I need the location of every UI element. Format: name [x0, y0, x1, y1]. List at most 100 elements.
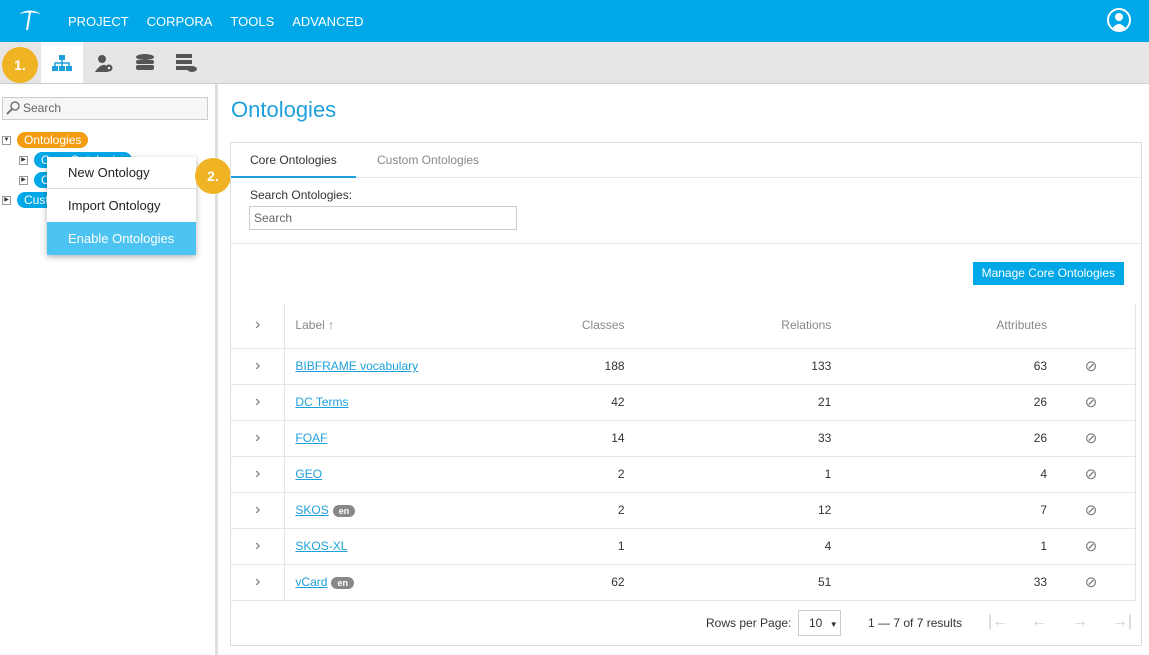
ontologies-card: Core Ontologies Custom Ontologies Search… [230, 142, 1142, 646]
nav-advanced[interactable]: ADVANCED [292, 13, 364, 29]
hierarchy-icon[interactable] [41, 42, 83, 83]
next-page-icon[interactable]: → [1072, 613, 1088, 630]
attributes-cell: 7 [831, 492, 1048, 529]
ontology-link[interactable]: SKOS-XL [295, 539, 348, 553]
menu-import-ontology[interactable]: Import Ontology [68, 198, 161, 213]
tree-expand-toggle[interactable]: ▶ [19, 176, 28, 185]
language-badge: en [331, 576, 354, 589]
ontology-link[interactable]: FOAF [295, 431, 328, 445]
tab-custom-ontologies[interactable]: Custom Ontologies [377, 153, 480, 167]
classes-cell: 188 [434, 348, 625, 385]
ontologies-table: › Label ↑ Classes Relations Attributes ›… [231, 303, 1135, 601]
toolbar: 1. [0, 42, 1149, 84]
rows-per-page-label: Rows per Page: [706, 616, 792, 630]
classes-cell: 2 [434, 492, 625, 529]
last-page-icon[interactable]: →| [1112, 613, 1133, 630]
tree-collapse-toggle[interactable]: ▼ [2, 136, 11, 145]
label-cell: GEO [284, 456, 435, 493]
menu-enable-ontologies[interactable]: Enable Ontologies [47, 222, 196, 255]
disable-icon[interactable]: ⊘ [1047, 492, 1135, 529]
server-cloud-icon[interactable] [165, 42, 207, 83]
ontology-search-input[interactable]: Search [249, 206, 517, 230]
expand-all-icon[interactable]: › [231, 303, 286, 349]
attributes-cell: 4 [831, 456, 1048, 493]
col-attributes[interactable]: Attributes [831, 303, 1048, 349]
tree-expand-toggle[interactable]: ▶ [19, 156, 28, 165]
expand-row-icon[interactable]: › [231, 564, 286, 601]
expand-row-icon[interactable]: › [231, 384, 286, 421]
relations-cell: 1 [624, 456, 832, 493]
user-settings-icon[interactable] [83, 42, 125, 83]
tree-node-ontologies[interactable]: Ontologies [17, 132, 89, 148]
disable-icon[interactable]: ⊘ [1047, 348, 1135, 385]
expand-row-icon[interactable]: › [231, 492, 286, 529]
expand-row-icon[interactable]: › [231, 528, 286, 565]
ontology-link[interactable]: vCard [295, 575, 328, 589]
classes-cell: 14 [434, 420, 625, 457]
relations-cell: 133 [624, 348, 832, 385]
attributes-cell: 26 [831, 384, 1048, 421]
divider [231, 243, 1141, 244]
expand-row-icon[interactable]: › [231, 420, 286, 457]
table-row: › DC Terms 42 21 26 ⊘ [231, 384, 1135, 421]
disable-icon[interactable]: ⊘ [1047, 528, 1135, 565]
database-icon[interactable] [124, 42, 166, 83]
disable-icon[interactable]: ⊘ [1047, 384, 1135, 421]
ontology-link[interactable]: GEO [295, 467, 323, 481]
attributes-cell: 63 [831, 348, 1048, 385]
table-row: › vCard en 62 51 33 ⊘ [231, 564, 1135, 601]
table-row: › FOAF 14 33 26 ⊘ [231, 420, 1135, 457]
label-cell: BIBFRAME vocabulary [284, 348, 435, 385]
rows-per-page-value: 10 [809, 616, 823, 630]
pagination: Rows per Page: 10 ▼ 1 — 7 of 7 results |… [231, 601, 1141, 647]
language-badge: en [332, 504, 356, 517]
relations-cell: 21 [624, 384, 832, 421]
step-badge-1: 1. [2, 47, 38, 83]
logo-icon[interactable] [17, 8, 43, 32]
attributes-cell: 33 [831, 564, 1048, 601]
relations-cell: 51 [624, 564, 832, 601]
table-row: › BIBFRAME vocabulary 188 133 63 ⊘ [231, 348, 1135, 385]
col-label[interactable]: Label ↑ [284, 303, 435, 349]
menu-new-ontology[interactable]: New Ontology [47, 157, 196, 189]
search-label: Search Ontologies: [250, 188, 353, 202]
attributes-cell: 1 [831, 528, 1048, 565]
nav-project[interactable]: PROJECT [68, 13, 129, 29]
label-cell: vCard en [284, 564, 435, 601]
ontology-link[interactable]: SKOS [295, 503, 329, 517]
first-page-icon[interactable]: |← [988, 613, 1009, 630]
expand-row-icon[interactable]: › [231, 456, 286, 493]
search-icon [6, 101, 20, 115]
col-classes[interactable]: Classes [434, 303, 625, 349]
top-bar: PROJECT CORPORA TOOLS ADVANCED [0, 0, 1149, 42]
label-cell: SKOS en [284, 492, 435, 529]
table-row: › GEO 2 1 4 ⊘ [231, 456, 1135, 493]
page-title: Ontologies [231, 97, 337, 122]
disable-icon[interactable]: ⊘ [1047, 420, 1135, 457]
disable-icon[interactable]: ⊘ [1047, 456, 1135, 493]
ontology-link[interactable]: BIBFRAME vocabulary [295, 359, 419, 373]
nav-corpora[interactable]: CORPORA [146, 13, 213, 29]
relations-cell: 33 [624, 420, 832, 457]
relations-cell: 12 [624, 492, 832, 529]
ontology-link[interactable]: DC Terms [295, 395, 349, 409]
col-relations[interactable]: Relations [624, 303, 832, 349]
nav-tools[interactable]: TOOLS [230, 13, 275, 29]
results-count: 1 — 7 of 7 results [868, 616, 963, 630]
relations-cell: 4 [624, 528, 832, 565]
manage-core-ontologies-button[interactable]: Manage Core Ontologies [972, 262, 1124, 285]
user-avatar-icon[interactable] [1107, 8, 1131, 32]
rows-per-page-select[interactable]: 10 ▼ [798, 610, 841, 636]
table-row: › SKOS en 2 12 7 ⊘ [231, 492, 1135, 529]
tree-expand-toggle[interactable]: ▶ [2, 196, 11, 205]
table-row: › SKOS-XL 1 4 1 ⊘ [231, 528, 1135, 565]
tab-core-ontologies[interactable]: Core Ontologies [231, 143, 356, 178]
label-cell: FOAF [284, 420, 435, 457]
disable-icon[interactable]: ⊘ [1047, 564, 1135, 601]
sidebar-search-input[interactable]: Search [2, 97, 208, 120]
expand-row-icon[interactable]: › [231, 348, 286, 385]
label-cell: DC Terms [284, 384, 435, 421]
classes-cell: 2 [434, 456, 625, 493]
classes-cell: 1 [434, 528, 625, 565]
prev-page-icon[interactable]: ← [1031, 613, 1047, 630]
